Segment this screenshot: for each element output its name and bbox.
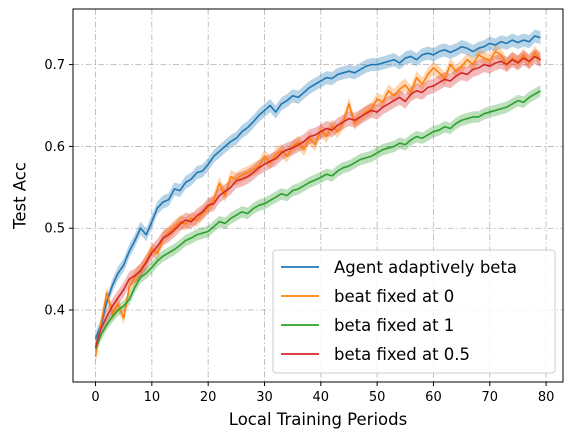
x-tick-label: 10: [144, 390, 161, 405]
x-axis-title: Local Training Periods: [229, 410, 407, 429]
y-axis-ticks: 0.4 0.5 0.6 0.7: [44, 58, 73, 319]
confidence-bands: [95, 29, 541, 364]
x-tick-label: 80: [538, 390, 555, 405]
x-axis-ticks: 0 10 20 30 40 50 60 70 80: [91, 382, 554, 405]
x-tick-label: 0: [91, 390, 99, 405]
x-tick-label: 20: [200, 390, 217, 405]
series-line: [94, 90, 541, 349]
x-tick-label: 50: [369, 390, 386, 405]
legend-label: beta fixed at 1: [334, 316, 454, 335]
y-axis-title: Test Acc: [11, 162, 30, 230]
legend: Agent adaptively beta beat fixed at 0 beta…: [272, 249, 556, 374]
x-tick-label: 60: [425, 390, 442, 405]
confidence-band: [95, 29, 541, 346]
legend-label: beat fixed at 0: [334, 287, 454, 306]
x-tick-label: 30: [256, 390, 273, 405]
series-line: [94, 35, 541, 339]
x-tick-label: 40: [313, 390, 330, 405]
legend-box: [272, 249, 556, 374]
series-lines: [94, 35, 542, 357]
series-line: [94, 50, 542, 357]
y-tick-label: 0.5: [44, 222, 65, 237]
series-line: [94, 55, 541, 348]
y-tick-label: 0.7: [44, 58, 65, 73]
legend-label: beta fixed at 0.5: [334, 345, 470, 364]
y-tick-label: 0.6: [44, 140, 65, 155]
legend-label: Agent adaptively beta: [334, 258, 517, 277]
confidence-band: [95, 85, 541, 355]
y-tick-label: 0.4: [44, 304, 65, 319]
plot-frame: [72, 8, 564, 383]
x-tick-label: 70: [482, 390, 499, 405]
